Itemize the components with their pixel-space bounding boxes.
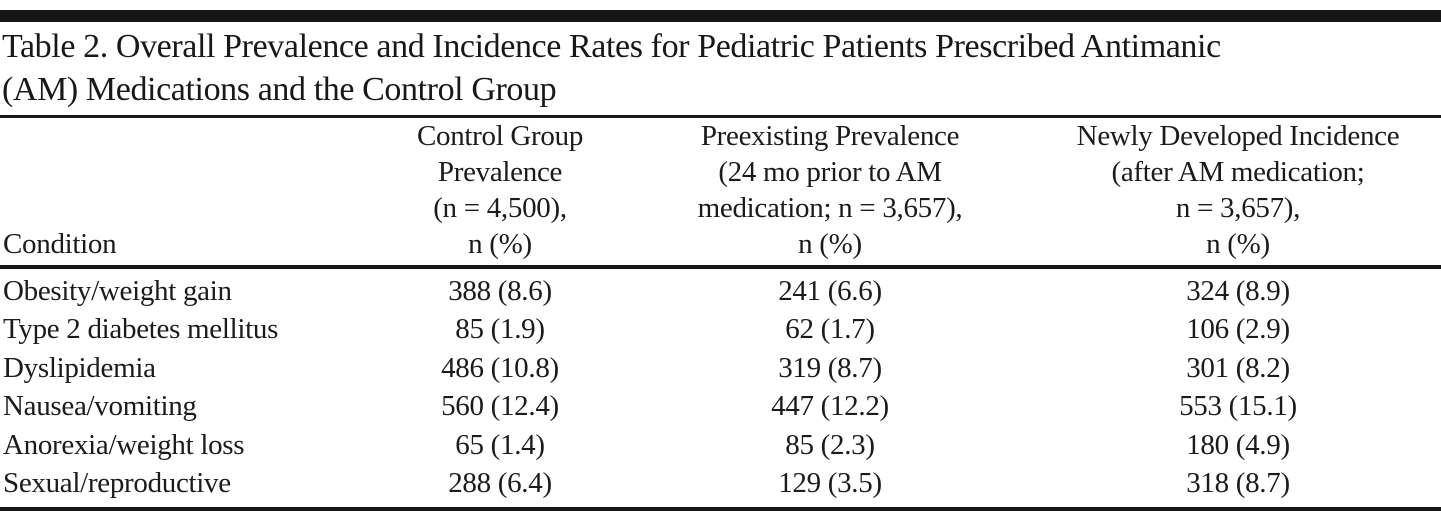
table-row-condition: Obesity/weight gain <box>3 274 232 307</box>
table-cell: 106 (2.9) <box>1186 313 1290 346</box>
table-header-row: Condition Control Group Prevalence (n = … <box>0 118 1441 265</box>
column-header-condition-label: Condition <box>3 228 117 260</box>
header-line: n (%) <box>468 228 532 260</box>
header-line: medication; n = 3,657), <box>697 192 963 224</box>
table-cell: 129 (3.5) <box>778 467 882 500</box>
table-cell: 560 (12.4) <box>441 390 559 423</box>
table-cell: 447 (12.2) <box>771 390 889 423</box>
table-cell: 486 (10.8) <box>441 351 559 384</box>
header-line: n (%) <box>798 228 862 260</box>
header-line: Preexisting Prevalence <box>700 120 960 152</box>
top-rule-bar <box>0 10 1441 22</box>
table-cell: 241 (6.6) <box>778 274 882 307</box>
header-line: Control Group <box>416 120 584 152</box>
column-header-preexisting-prevalence: Preexisting Prevalence (24 mo prior to A… <box>625 118 1035 262</box>
table-cell: 288 (6.4) <box>448 467 552 500</box>
table-row-condition: Nausea/vomiting <box>3 390 197 423</box>
table-title-line-2: (AM) Medications and the Control Group <box>2 71 557 108</box>
table-cell: 319 (8.7) <box>778 351 882 384</box>
title-divider-rule <box>0 115 1441 118</box>
column-header-condition: Condition <box>0 226 375 262</box>
table-cell: 553 (15.1) <box>1179 390 1297 423</box>
table-cell: 85 (1.9) <box>455 313 545 346</box>
column-header-newly-developed-incidence: Newly Developed Incidence (after AM medi… <box>1035 118 1441 262</box>
header-line: Newly Developed Incidence <box>1076 120 1400 152</box>
header-line: Prevalence <box>437 156 563 188</box>
header-line: (n = 4,500), <box>433 192 567 224</box>
table-row-condition: Dyslipidemia <box>3 351 156 384</box>
table-body: Obesity/weight gain 388 (8.6) 241 (6.6) … <box>0 269 1441 503</box>
header-line: (after AM medication; <box>1111 156 1365 188</box>
table-cell: 62 (1.7) <box>785 313 875 346</box>
table-cell: 65 (1.4) <box>455 428 545 461</box>
table-cell: 301 (8.2) <box>1186 351 1290 384</box>
table-cell: 180 (4.9) <box>1186 428 1290 461</box>
table-title-line-1: Table 2. Overall Prevalence and Incidenc… <box>2 28 1221 65</box>
header-line: n (%) <box>1206 228 1270 260</box>
table-cell: 85 (2.3) <box>785 428 875 461</box>
bottom-rule <box>0 507 1441 511</box>
table-row-condition: Sexual/reproductive <box>3 467 231 500</box>
column-header-control-group: Control Group Prevalence (n = 4,500), n … <box>375 118 625 262</box>
table-row-condition: Anorexia/weight loss <box>3 428 245 461</box>
table-cell: 318 (8.7) <box>1186 467 1290 500</box>
header-line: n = 3,657), <box>1175 192 1301 224</box>
header-line: (24 mo prior to AM <box>718 156 942 188</box>
table-title: Table 2. Overall Prevalence and Incidenc… <box>0 22 1441 111</box>
header-divider-rule <box>0 265 1441 269</box>
table-row-condition: Type 2 diabetes mellitus <box>3 313 279 346</box>
table-cell: 324 (8.9) <box>1186 274 1290 307</box>
table-cell: 388 (8.6) <box>448 274 552 307</box>
